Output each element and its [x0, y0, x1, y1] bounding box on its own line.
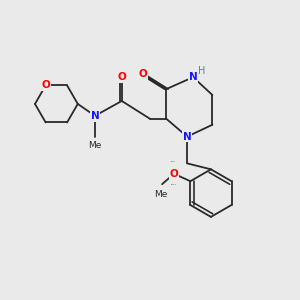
Text: N: N [189, 72, 197, 82]
Text: N: N [91, 111, 99, 121]
Text: H: H [198, 66, 206, 76]
Text: O: O [117, 72, 126, 82]
Text: O: O [138, 69, 147, 79]
Text: methyl: methyl [171, 161, 176, 163]
Text: O: O [41, 80, 50, 90]
Text: methoxy: methoxy [171, 184, 177, 185]
Text: O: O [169, 169, 178, 179]
Text: Me: Me [88, 141, 102, 150]
Text: Me: Me [154, 190, 167, 199]
Text: N: N [183, 132, 191, 142]
